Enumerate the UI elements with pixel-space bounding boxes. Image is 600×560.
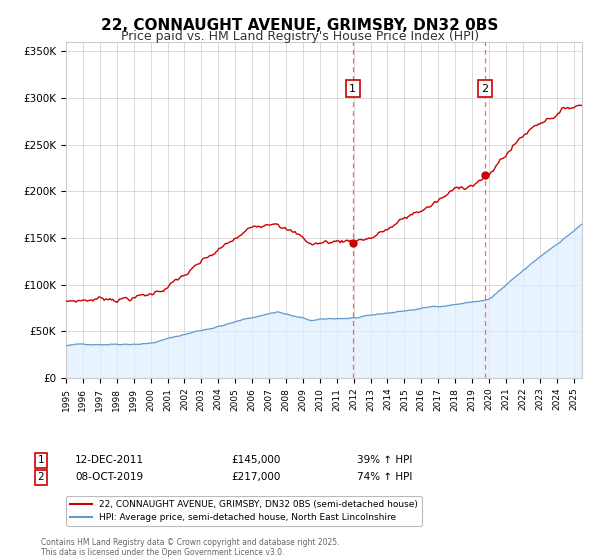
Text: 74% ↑ HPI: 74% ↑ HPI (357, 472, 412, 482)
Text: Contains HM Land Registry data © Crown copyright and database right 2025.
This d: Contains HM Land Registry data © Crown c… (41, 538, 340, 557)
Text: £145,000: £145,000 (231, 455, 280, 465)
Text: 22, CONNAUGHT AVENUE, GRIMSBY, DN32 0BS: 22, CONNAUGHT AVENUE, GRIMSBY, DN32 0BS (101, 18, 499, 34)
Text: Price paid vs. HM Land Registry's House Price Index (HPI): Price paid vs. HM Land Registry's House … (121, 30, 479, 43)
Text: £217,000: £217,000 (231, 472, 280, 482)
Text: 1: 1 (37, 455, 44, 465)
Text: 2: 2 (37, 472, 44, 482)
Text: 12-DEC-2011: 12-DEC-2011 (75, 455, 144, 465)
Text: 39% ↑ HPI: 39% ↑ HPI (357, 455, 412, 465)
Legend: 22, CONNAUGHT AVENUE, GRIMSBY, DN32 0BS (semi-detached house), HPI: Average pric: 22, CONNAUGHT AVENUE, GRIMSBY, DN32 0BS … (66, 496, 422, 526)
Text: 08-OCT-2019: 08-OCT-2019 (75, 472, 143, 482)
Text: 2: 2 (481, 83, 488, 94)
Text: 1: 1 (349, 83, 356, 94)
